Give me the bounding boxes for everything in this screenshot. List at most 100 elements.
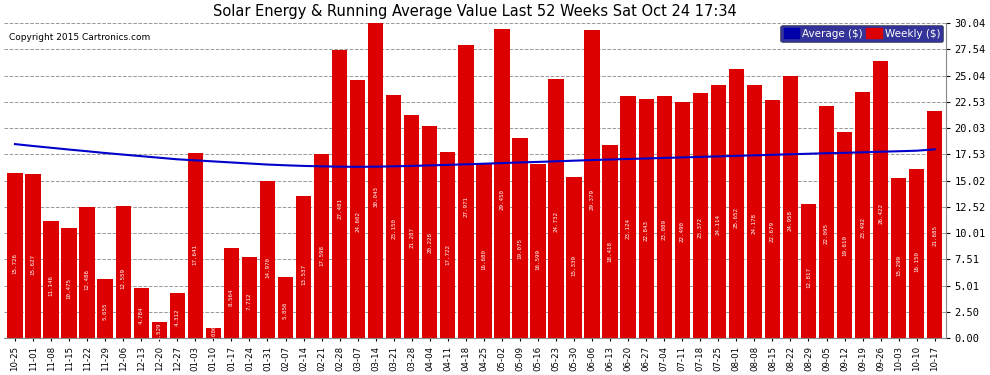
Text: 17.641: 17.641 xyxy=(193,244,198,266)
Bar xyxy=(151,322,167,338)
Bar xyxy=(26,174,41,338)
Bar xyxy=(656,96,672,338)
Text: 19.619: 19.619 xyxy=(842,235,847,256)
Bar xyxy=(729,69,744,338)
Text: 25.652: 25.652 xyxy=(734,207,739,228)
Bar xyxy=(278,277,293,338)
Bar xyxy=(458,45,473,338)
Text: 15.726: 15.726 xyxy=(13,254,18,274)
Bar xyxy=(368,23,383,338)
Text: 24.602: 24.602 xyxy=(355,211,360,232)
Text: 11.146: 11.146 xyxy=(49,275,53,296)
Text: 23.492: 23.492 xyxy=(860,217,865,238)
Text: 24.114: 24.114 xyxy=(716,214,721,235)
Bar xyxy=(404,115,420,338)
Text: 12.486: 12.486 xyxy=(84,268,90,290)
Bar xyxy=(674,102,690,338)
Bar xyxy=(134,288,148,338)
Text: 15.627: 15.627 xyxy=(31,254,36,275)
Text: 21.287: 21.287 xyxy=(409,227,414,248)
Legend: Average ($), Weekly ($): Average ($), Weekly ($) xyxy=(780,25,943,42)
Bar xyxy=(386,95,401,338)
Text: 7.712: 7.712 xyxy=(247,293,251,310)
Bar xyxy=(44,221,58,338)
Text: 20.228: 20.228 xyxy=(428,232,433,253)
Bar xyxy=(909,169,925,338)
Text: 22.490: 22.490 xyxy=(680,222,685,243)
Bar xyxy=(764,100,780,338)
Bar xyxy=(891,178,906,338)
Text: 15.299: 15.299 xyxy=(896,255,901,276)
Text: Copyright 2015 Cartronics.com: Copyright 2015 Cartronics.com xyxy=(9,33,150,42)
Text: 16.150: 16.150 xyxy=(914,251,919,272)
Text: 23.150: 23.150 xyxy=(391,218,396,239)
Text: 1.006: 1.006 xyxy=(211,325,216,342)
Bar xyxy=(259,181,275,338)
Text: 21.685: 21.685 xyxy=(933,225,938,246)
Bar xyxy=(548,79,563,338)
Bar xyxy=(783,76,798,338)
Text: 19.075: 19.075 xyxy=(518,238,523,259)
Bar xyxy=(169,293,185,338)
Bar xyxy=(693,93,708,338)
Text: 12.559: 12.559 xyxy=(121,268,126,290)
Bar xyxy=(801,204,816,338)
Text: 1.529: 1.529 xyxy=(156,322,161,340)
Text: 4.312: 4.312 xyxy=(175,309,180,327)
Bar xyxy=(296,196,311,338)
Text: 13.537: 13.537 xyxy=(301,264,306,285)
Bar xyxy=(837,132,852,338)
Bar xyxy=(873,61,888,338)
Bar xyxy=(422,126,438,338)
Bar xyxy=(61,228,77,338)
Text: 24.958: 24.958 xyxy=(788,210,793,231)
Bar xyxy=(7,173,23,338)
Text: 8.564: 8.564 xyxy=(229,289,234,306)
Bar xyxy=(639,99,653,338)
Text: 14.970: 14.970 xyxy=(265,257,270,278)
Bar xyxy=(476,163,492,338)
Text: 29.450: 29.450 xyxy=(499,189,505,210)
Bar xyxy=(603,145,618,338)
Bar xyxy=(97,279,113,338)
Bar xyxy=(441,152,455,338)
Text: 24.178: 24.178 xyxy=(751,213,757,234)
Bar xyxy=(819,106,835,338)
Text: 23.124: 23.124 xyxy=(626,219,631,240)
Text: 27.481: 27.481 xyxy=(338,198,343,219)
Bar xyxy=(224,248,239,338)
Text: 17.598: 17.598 xyxy=(319,244,324,266)
Text: 16.680: 16.680 xyxy=(481,249,486,270)
Bar xyxy=(711,85,726,338)
Bar xyxy=(746,85,762,338)
Text: 17.722: 17.722 xyxy=(446,244,450,265)
Text: 18.418: 18.418 xyxy=(608,241,613,262)
Bar xyxy=(116,206,131,338)
Bar xyxy=(206,327,221,338)
Title: Solar Energy & Running Average Value Last 52 Weeks Sat Oct 24 17:34: Solar Energy & Running Average Value Las… xyxy=(213,4,737,19)
Text: 22.843: 22.843 xyxy=(644,220,648,241)
Bar xyxy=(512,138,528,338)
Bar xyxy=(621,96,636,338)
Bar xyxy=(531,164,545,338)
Text: 5.655: 5.655 xyxy=(103,303,108,320)
Bar xyxy=(79,207,95,338)
Text: 27.971: 27.971 xyxy=(463,196,468,217)
Bar xyxy=(566,177,582,338)
Text: 22.679: 22.679 xyxy=(770,220,775,242)
Text: 24.732: 24.732 xyxy=(553,211,558,232)
Bar xyxy=(855,92,870,338)
Text: 16.599: 16.599 xyxy=(536,249,541,270)
Text: 10.475: 10.475 xyxy=(66,278,71,299)
Text: 4.784: 4.784 xyxy=(139,307,144,324)
Text: 26.422: 26.422 xyxy=(878,203,883,224)
Text: 12.817: 12.817 xyxy=(806,267,811,288)
Text: 23.089: 23.089 xyxy=(661,219,666,240)
Bar xyxy=(350,80,365,338)
Text: 23.372: 23.372 xyxy=(698,217,703,238)
Bar xyxy=(242,257,257,338)
Bar xyxy=(188,153,203,338)
Bar xyxy=(314,153,330,338)
Text: 5.856: 5.856 xyxy=(283,302,288,319)
Bar xyxy=(927,111,942,338)
